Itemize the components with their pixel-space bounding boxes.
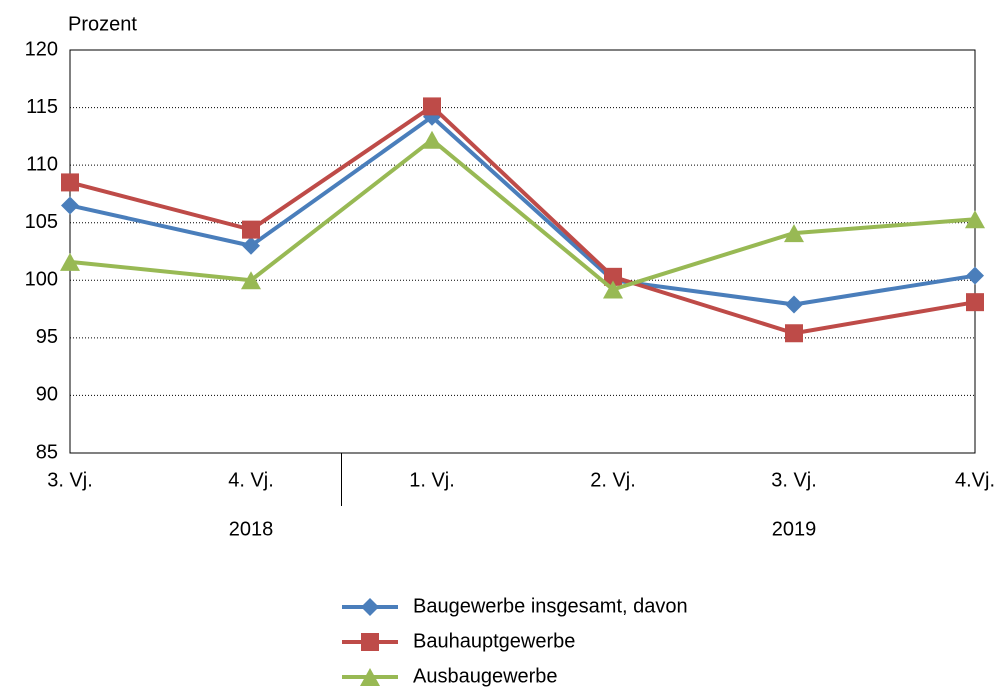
x-tick-label: 4.Vj. (955, 469, 995, 491)
data-point (784, 224, 804, 243)
data-point (60, 252, 80, 271)
series-line (69, 104, 976, 336)
y-tick-label: 95 (36, 326, 58, 348)
plot-border (69, 49, 976, 454)
y-tick-label: 85 (36, 441, 58, 463)
y-tick-label: 110 (26, 153, 58, 175)
y-tick-label: 90 (36, 384, 58, 406)
data-point (603, 280, 623, 299)
legend-marker (360, 668, 380, 686)
data-point (61, 196, 79, 215)
x-tick-label: 4. Vj. (228, 469, 274, 491)
data-point (422, 130, 442, 149)
x-tick-label: 1. Vj. (409, 469, 455, 491)
y-tick-label: 115 (26, 96, 58, 118)
y-axis-label: Prozent (68, 13, 137, 35)
series-line (69, 114, 976, 307)
data-point (785, 324, 803, 343)
x-group-label: 2019 (772, 518, 817, 540)
y-tick-label: 100 (25, 269, 58, 291)
legend-label: Baugewerbe insgesamt, davon (413, 595, 688, 617)
legend-marker (361, 598, 379, 616)
legend-label: Bauhauptgewerbe (413, 630, 575, 652)
data-point (604, 267, 622, 286)
data-point (241, 271, 261, 290)
data-point (966, 266, 984, 285)
y-tick-label: 105 (25, 211, 58, 233)
data-point (423, 97, 441, 116)
x-tick-label: 2. Vj. (590, 469, 636, 491)
data-point (965, 210, 985, 229)
x-tick-label: 3. Vj. (771, 469, 817, 491)
y-tick-label: 120 (25, 38, 58, 60)
data-point (966, 293, 984, 312)
data-point (785, 295, 803, 314)
data-point (242, 236, 260, 255)
legend-marker (361, 633, 379, 651)
data-point (61, 173, 79, 192)
series-line (69, 137, 976, 292)
data-point (242, 220, 260, 239)
legend-label: Ausbaugewerbe (413, 665, 558, 687)
x-tick-label: 3. Vj. (47, 469, 93, 491)
x-group-label: 2018 (229, 518, 274, 540)
